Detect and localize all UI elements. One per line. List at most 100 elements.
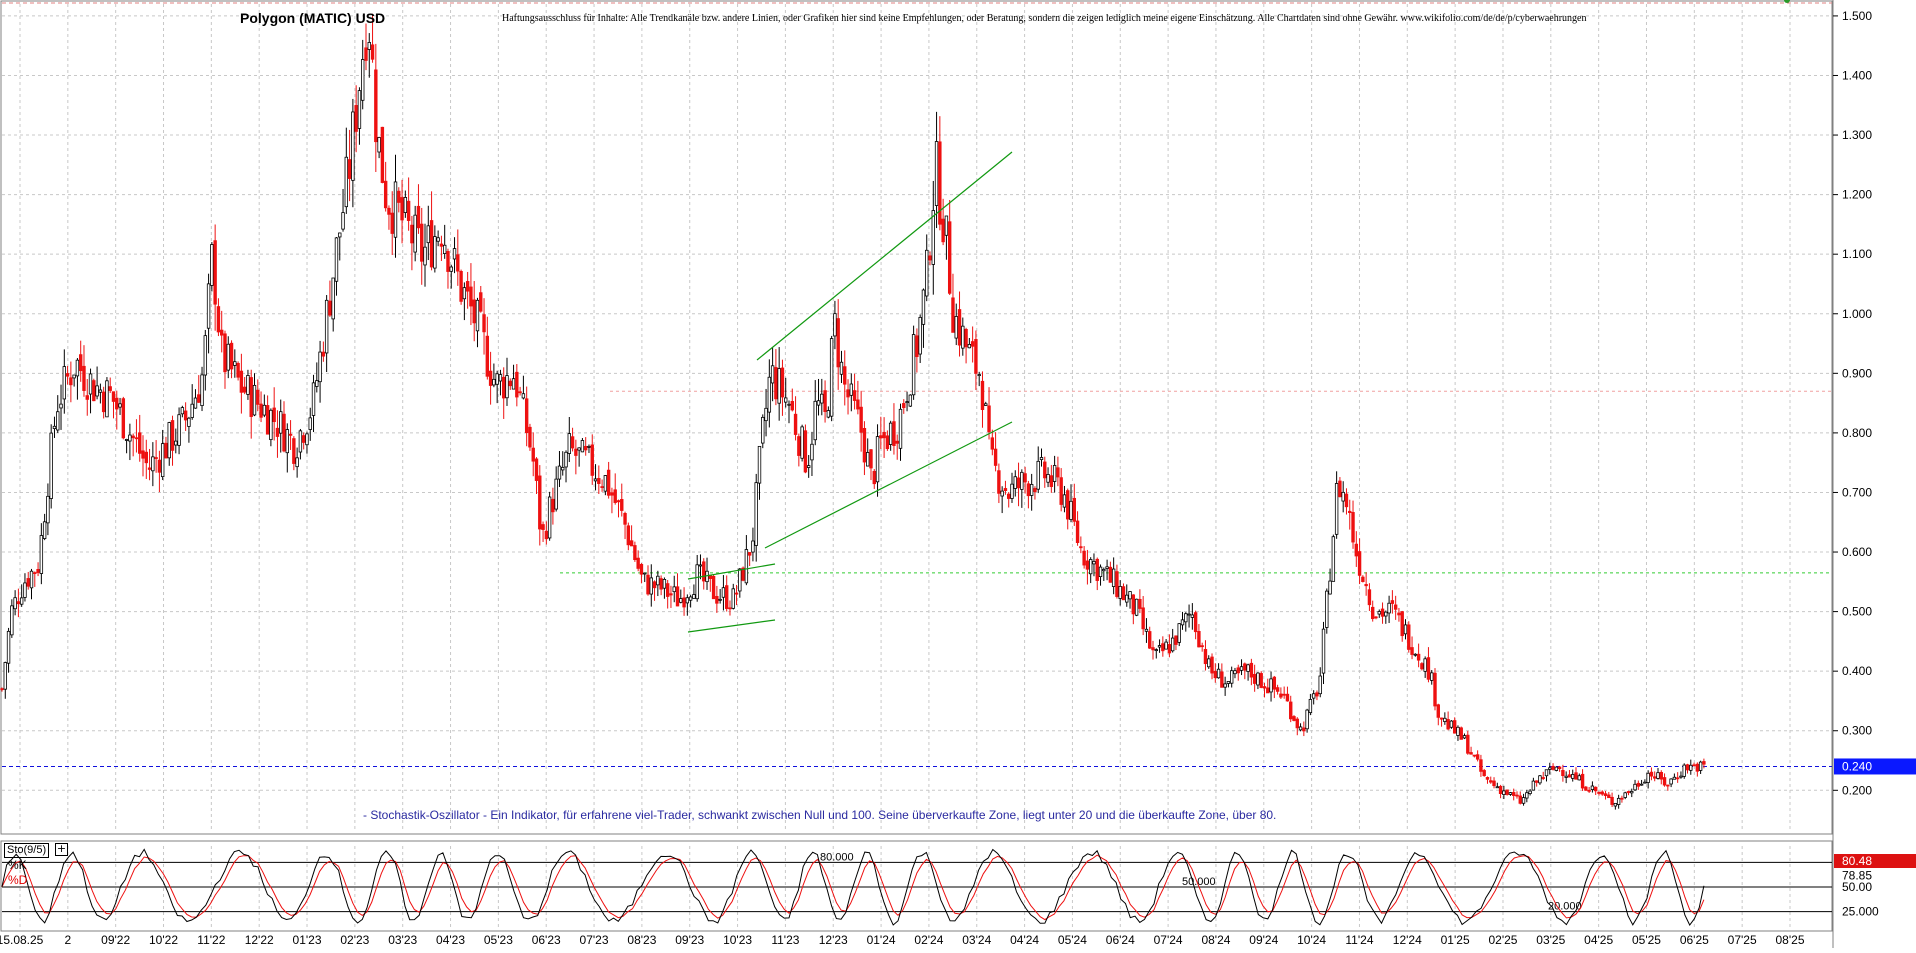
candle-body — [938, 141, 942, 225]
candle-body — [862, 427, 867, 463]
candle-body — [1685, 764, 1690, 771]
candle-body — [679, 598, 683, 603]
candle-body — [26, 578, 30, 587]
y-tick-label: 1.200 — [1842, 188, 1872, 202]
candle-body — [1623, 792, 1627, 798]
candle-body — [941, 218, 945, 243]
candle-body — [1495, 786, 1500, 789]
candle-body — [780, 367, 785, 398]
stoch-k-badge — [1834, 869, 1916, 883]
candle-body — [767, 376, 772, 413]
candle-body — [1682, 764, 1686, 777]
candle-body — [42, 521, 47, 539]
candle-body — [1207, 658, 1211, 668]
candle-body — [1554, 766, 1559, 771]
candle-body — [19, 597, 24, 605]
candle-body — [236, 362, 240, 378]
candle-body — [561, 467, 565, 471]
candle-body — [1295, 718, 1299, 729]
x-tick-label: 11'22 — [197, 933, 225, 947]
x-tick-label: 12'24 — [1393, 933, 1422, 947]
candle-body — [65, 373, 70, 377]
expand-indicator-icon[interactable]: + — [55, 842, 68, 856]
candle-body — [833, 313, 837, 337]
candle-body — [1236, 667, 1240, 674]
x-tick-label: 11'23 — [771, 933, 799, 947]
candle-body — [1239, 666, 1244, 671]
trend-line — [756, 151, 1013, 361]
candle-body — [229, 342, 234, 370]
x-tick-label: 07'23 — [580, 933, 609, 947]
candle-body — [931, 210, 935, 265]
candle-body — [764, 407, 768, 422]
candle-body — [984, 403, 988, 406]
candle-body — [1498, 785, 1503, 794]
candle-body — [790, 401, 794, 411]
candle-body — [449, 266, 453, 272]
candle-body — [472, 299, 476, 324]
candle-body — [1597, 791, 1601, 794]
indicator-name[interactable]: Sto(9/5) — [4, 843, 50, 858]
candle-body — [1603, 793, 1608, 797]
candle-body — [370, 44, 375, 60]
candle-body — [1026, 483, 1031, 497]
candle-body — [183, 410, 188, 421]
candle-body — [341, 212, 345, 230]
candle-body — [574, 448, 578, 456]
candle-body — [377, 137, 381, 153]
candle-body — [1016, 477, 1021, 489]
stoch-axis-tick: 25.000 — [1842, 905, 1879, 919]
candle-body — [262, 404, 267, 416]
candle-body — [547, 496, 552, 539]
candle-body — [1184, 613, 1188, 623]
candle-body — [164, 442, 168, 459]
candle-body — [951, 297, 955, 333]
candle-body — [1154, 649, 1158, 652]
candle-body — [285, 429, 289, 454]
candle-body — [738, 568, 742, 592]
candle-body — [528, 426, 532, 448]
candle-body — [967, 343, 972, 349]
candle-body — [0, 688, 4, 691]
indicator-note: - Stochastik-Oszillator - Ein Indikator,… — [363, 808, 1277, 822]
candle-body — [147, 467, 152, 470]
candle-body — [1223, 683, 1227, 688]
candle-body — [1246, 664, 1250, 672]
candle-body — [98, 389, 103, 393]
candle-body — [1088, 559, 1093, 575]
candle-body — [121, 398, 126, 439]
candle-body — [446, 251, 450, 272]
candle-body — [436, 237, 440, 242]
candle-body — [1607, 794, 1611, 799]
candle-body — [885, 435, 890, 450]
candle-body — [1282, 693, 1286, 696]
candle-body — [751, 540, 755, 553]
x-tick-label: 05'24 — [1058, 933, 1087, 947]
candle-body — [1695, 763, 1700, 772]
candle-body — [1118, 586, 1122, 599]
candle-body — [1259, 673, 1263, 688]
candle-body — [728, 607, 732, 610]
candle-body — [1052, 465, 1057, 482]
y-tick-label: 1.400 — [1842, 68, 1872, 82]
trend-line — [687, 619, 776, 633]
candle-body — [200, 374, 204, 407]
candle-body — [1561, 769, 1565, 777]
stoch-level-label: 80.000 — [820, 851, 854, 863]
stoch-level-label: 20.000 — [1548, 901, 1582, 913]
candle-body — [1502, 790, 1506, 795]
y-tick-label: 1.500 — [1842, 9, 1872, 23]
candle-body — [1252, 673, 1257, 684]
candle-body — [351, 111, 355, 181]
stoch-d-value: 80.48 — [1842, 854, 1872, 868]
candle-body — [69, 377, 73, 386]
y-tick-label: 0.800 — [1842, 426, 1872, 440]
candle-body — [1102, 569, 1106, 572]
candle-body — [1354, 543, 1359, 557]
candle-body — [206, 283, 211, 329]
candle-body — [1374, 616, 1378, 619]
candle-body — [210, 244, 214, 286]
candle-body — [1256, 672, 1260, 686]
candle-body — [1525, 792, 1529, 799]
